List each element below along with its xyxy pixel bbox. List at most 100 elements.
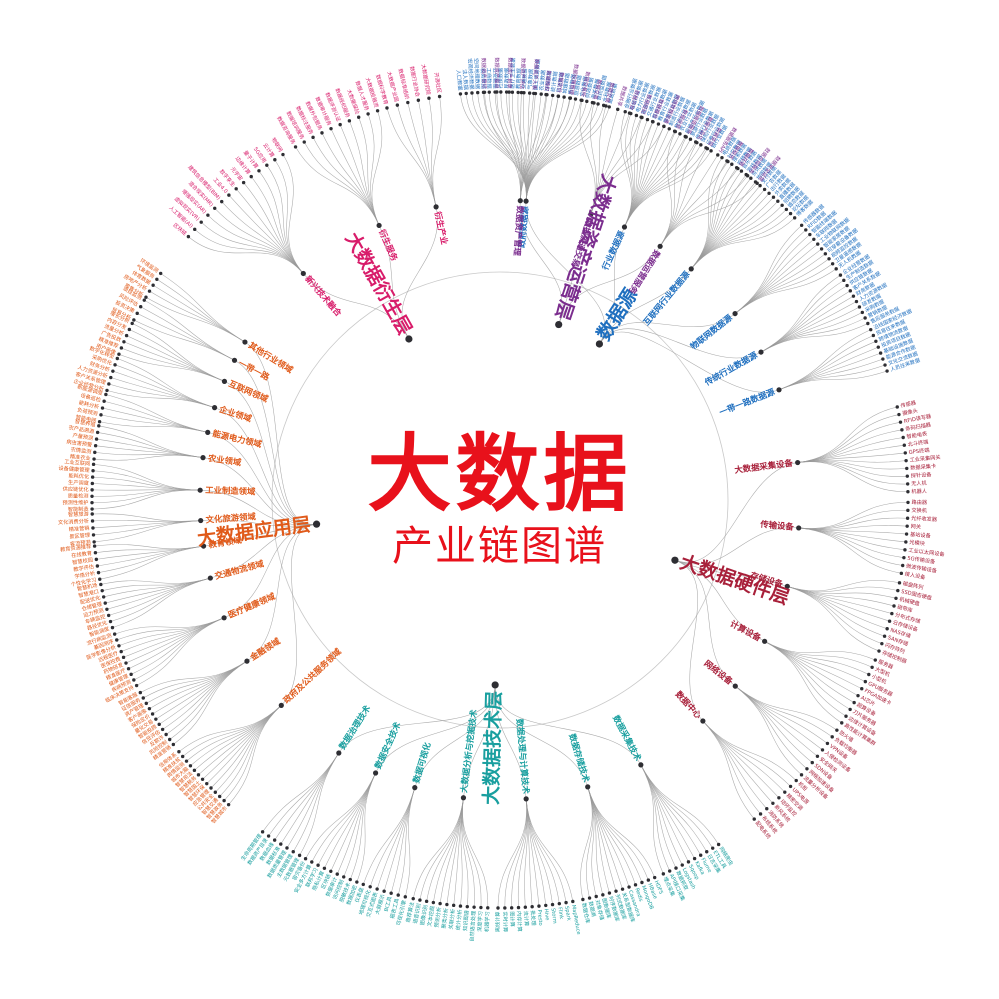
- leaf-label: 数据定价: [555, 72, 566, 94]
- sub-branch-label: 政府数据源: [517, 205, 531, 248]
- leaf-label: HDFS: [653, 880, 664, 895]
- leaf-label: 机器人: [911, 487, 927, 495]
- sub-branch-label: 衍生产业: [433, 210, 450, 246]
- sub-branch-label: 工业制造领域: [205, 485, 256, 497]
- leaf-label: 人口数据: [455, 69, 465, 90]
- sub-branch-label: 政府及公共服务领域: [281, 646, 343, 705]
- sub-branch-label: 数据治理技术: [337, 703, 373, 751]
- leaf-label: 离线计算: [493, 911, 501, 932]
- leaf-label: 文化数据: [577, 75, 589, 97]
- leaf-label: 机器学习: [483, 911, 492, 932]
- leaf-label: 公安数据: [491, 68, 499, 89]
- leaf-label: 关联分析: [446, 908, 456, 930]
- sub-branch-label: 数据中心: [674, 689, 704, 721]
- leaf-label: 智能制造: [68, 505, 90, 513]
- link-layer: [92, 91, 908, 909]
- sub-branch-label: 网络设备: [702, 658, 735, 687]
- leaf-label: 交通数据: [520, 68, 529, 89]
- leaf-label: 路由器: [911, 498, 927, 506]
- leaf-label: 智慧校园: [72, 555, 94, 566]
- leaf-label: 智慧养殖: [74, 417, 96, 429]
- leaf-label: 北斗终端: [907, 437, 929, 448]
- leaf-label: Flink: [556, 907, 564, 920]
- leaf-label: 工商数据: [485, 68, 494, 89]
- leaf-label: Storm: [550, 908, 558, 924]
- leaf-label: 工业采集网关: [909, 453, 941, 464]
- leaf-label: 工业互联网: [64, 457, 91, 467]
- leaf-label: 数据采集卡: [910, 462, 936, 472]
- leaf-label: 教育资源推荐: [60, 542, 92, 553]
- sub-branch-label: 物联网数据源: [688, 312, 734, 351]
- sub-branch-label: 大数据采集设备: [734, 458, 794, 475]
- sub-branch-label: 数据资产管理: [512, 205, 525, 256]
- sub-branch-label: 一带一路: [237, 358, 272, 383]
- sub-branch-label: 文化旅游领域: [205, 511, 256, 524]
- leaf-label: 农业数据: [537, 69, 547, 90]
- leaf-label: 图计算: [508, 911, 516, 927]
- leaf-label: 批处理: [529, 910, 538, 927]
- leaf-label: 城建数据: [560, 72, 571, 94]
- leaf-label: 数据资产盘点: [493, 57, 501, 88]
- sub-branch-label: 新兴技术融合: [303, 274, 344, 319]
- leaf-label: 法人数据: [461, 69, 471, 90]
- leaf-label: HBase: [646, 882, 658, 900]
- node-dot-layer: [90, 90, 910, 910]
- leaf-label: 数据资产入表: [530, 59, 541, 91]
- leaf-label: 气象数据: [525, 69, 534, 90]
- leaf-label: 统计分析: [454, 909, 464, 930]
- leaf-label: 流计算: [522, 910, 531, 926]
- leaf-label: 智能电表: [906, 429, 929, 440]
- leaf-label: 产量预测: [72, 431, 94, 442]
- sub-branch-label: 互联网行业数据源: [641, 269, 692, 327]
- leaf-label: 环保数据: [543, 70, 553, 92]
- sub-branch-label: 衍生服务: [377, 227, 400, 263]
- leaf-label: 数据湖: [587, 900, 598, 917]
- sub-branch-label: 能源电力领域: [212, 428, 264, 449]
- leaf-label: 宏观经济数据: [466, 58, 476, 90]
- leaf-label: 光模块: [909, 538, 926, 548]
- sub-branch-label: 数据可视化: [411, 741, 433, 785]
- sub-branch-label: 医疗健康领域: [227, 591, 278, 620]
- leaf-label: 数据资产评估: [518, 58, 528, 90]
- sub-branch-label: 传输设备: [759, 519, 795, 532]
- leaf-label: 预测分析: [432, 906, 443, 928]
- leaf-label: BI工具: [383, 896, 394, 913]
- leaf-label: 在线教育: [71, 549, 93, 560]
- leaf-label: 司法数据: [554, 72, 565, 94]
- leaf-label: 教学评估: [73, 562, 95, 573]
- leaf-label: 知识图谱: [461, 910, 471, 931]
- sub-branch-label: 数据存储技术: [567, 732, 591, 784]
- leaf-label: 内存计算: [515, 911, 524, 932]
- leaf-label: MapReduce: [570, 904, 581, 935]
- leaf-label: 实时计算: [501, 911, 509, 932]
- leaf-label: 预测性维护: [63, 498, 89, 506]
- leaf-label: 智能电网: [75, 413, 97, 425]
- leaf-label: 传感器: [900, 398, 918, 410]
- leaf-label: 交换机: [911, 506, 928, 514]
- leaf-label: 自然语言处理: [467, 910, 477, 942]
- sub-branch-label: 一带一路数据源: [718, 386, 777, 417]
- leaf-label: 图像识别: [418, 904, 430, 926]
- leaf-label: 供应链优化: [63, 485, 89, 494]
- leaf-label: 光纤收发器: [911, 514, 938, 523]
- leaf-label: 数据行业协会: [408, 65, 422, 97]
- leaf-label: 空间地理数据: [472, 58, 482, 90]
- leaf-label: Presto: [536, 909, 544, 926]
- leaf-label: 精准营销: [68, 524, 89, 533]
- leaf-label: 国土资源数据: [531, 59, 542, 91]
- leaf-label: 质检数据: [566, 73, 577, 95]
- leaf-label: 病虫害预警: [66, 437, 93, 448]
- leaf-label: 客流预测: [70, 538, 91, 548]
- sub-branch-label: 交通物流领域: [214, 558, 266, 581]
- sub-branch-label: 数据处理与计算技术: [515, 718, 532, 795]
- leaf-label: 语音识别: [411, 903, 423, 925]
- leaf-label: 基站设备: [910, 530, 932, 540]
- sub-branch-label: 行业数据源: [600, 229, 627, 273]
- leaf-label: 数据确权: [543, 70, 553, 92]
- leaf-label: 探针设备: [911, 470, 933, 479]
- leaf-label: 数据资产目录: [506, 57, 515, 88]
- leaf-label: 大数据研究院: [419, 63, 432, 96]
- leaf-label: 民政数据: [502, 68, 510, 89]
